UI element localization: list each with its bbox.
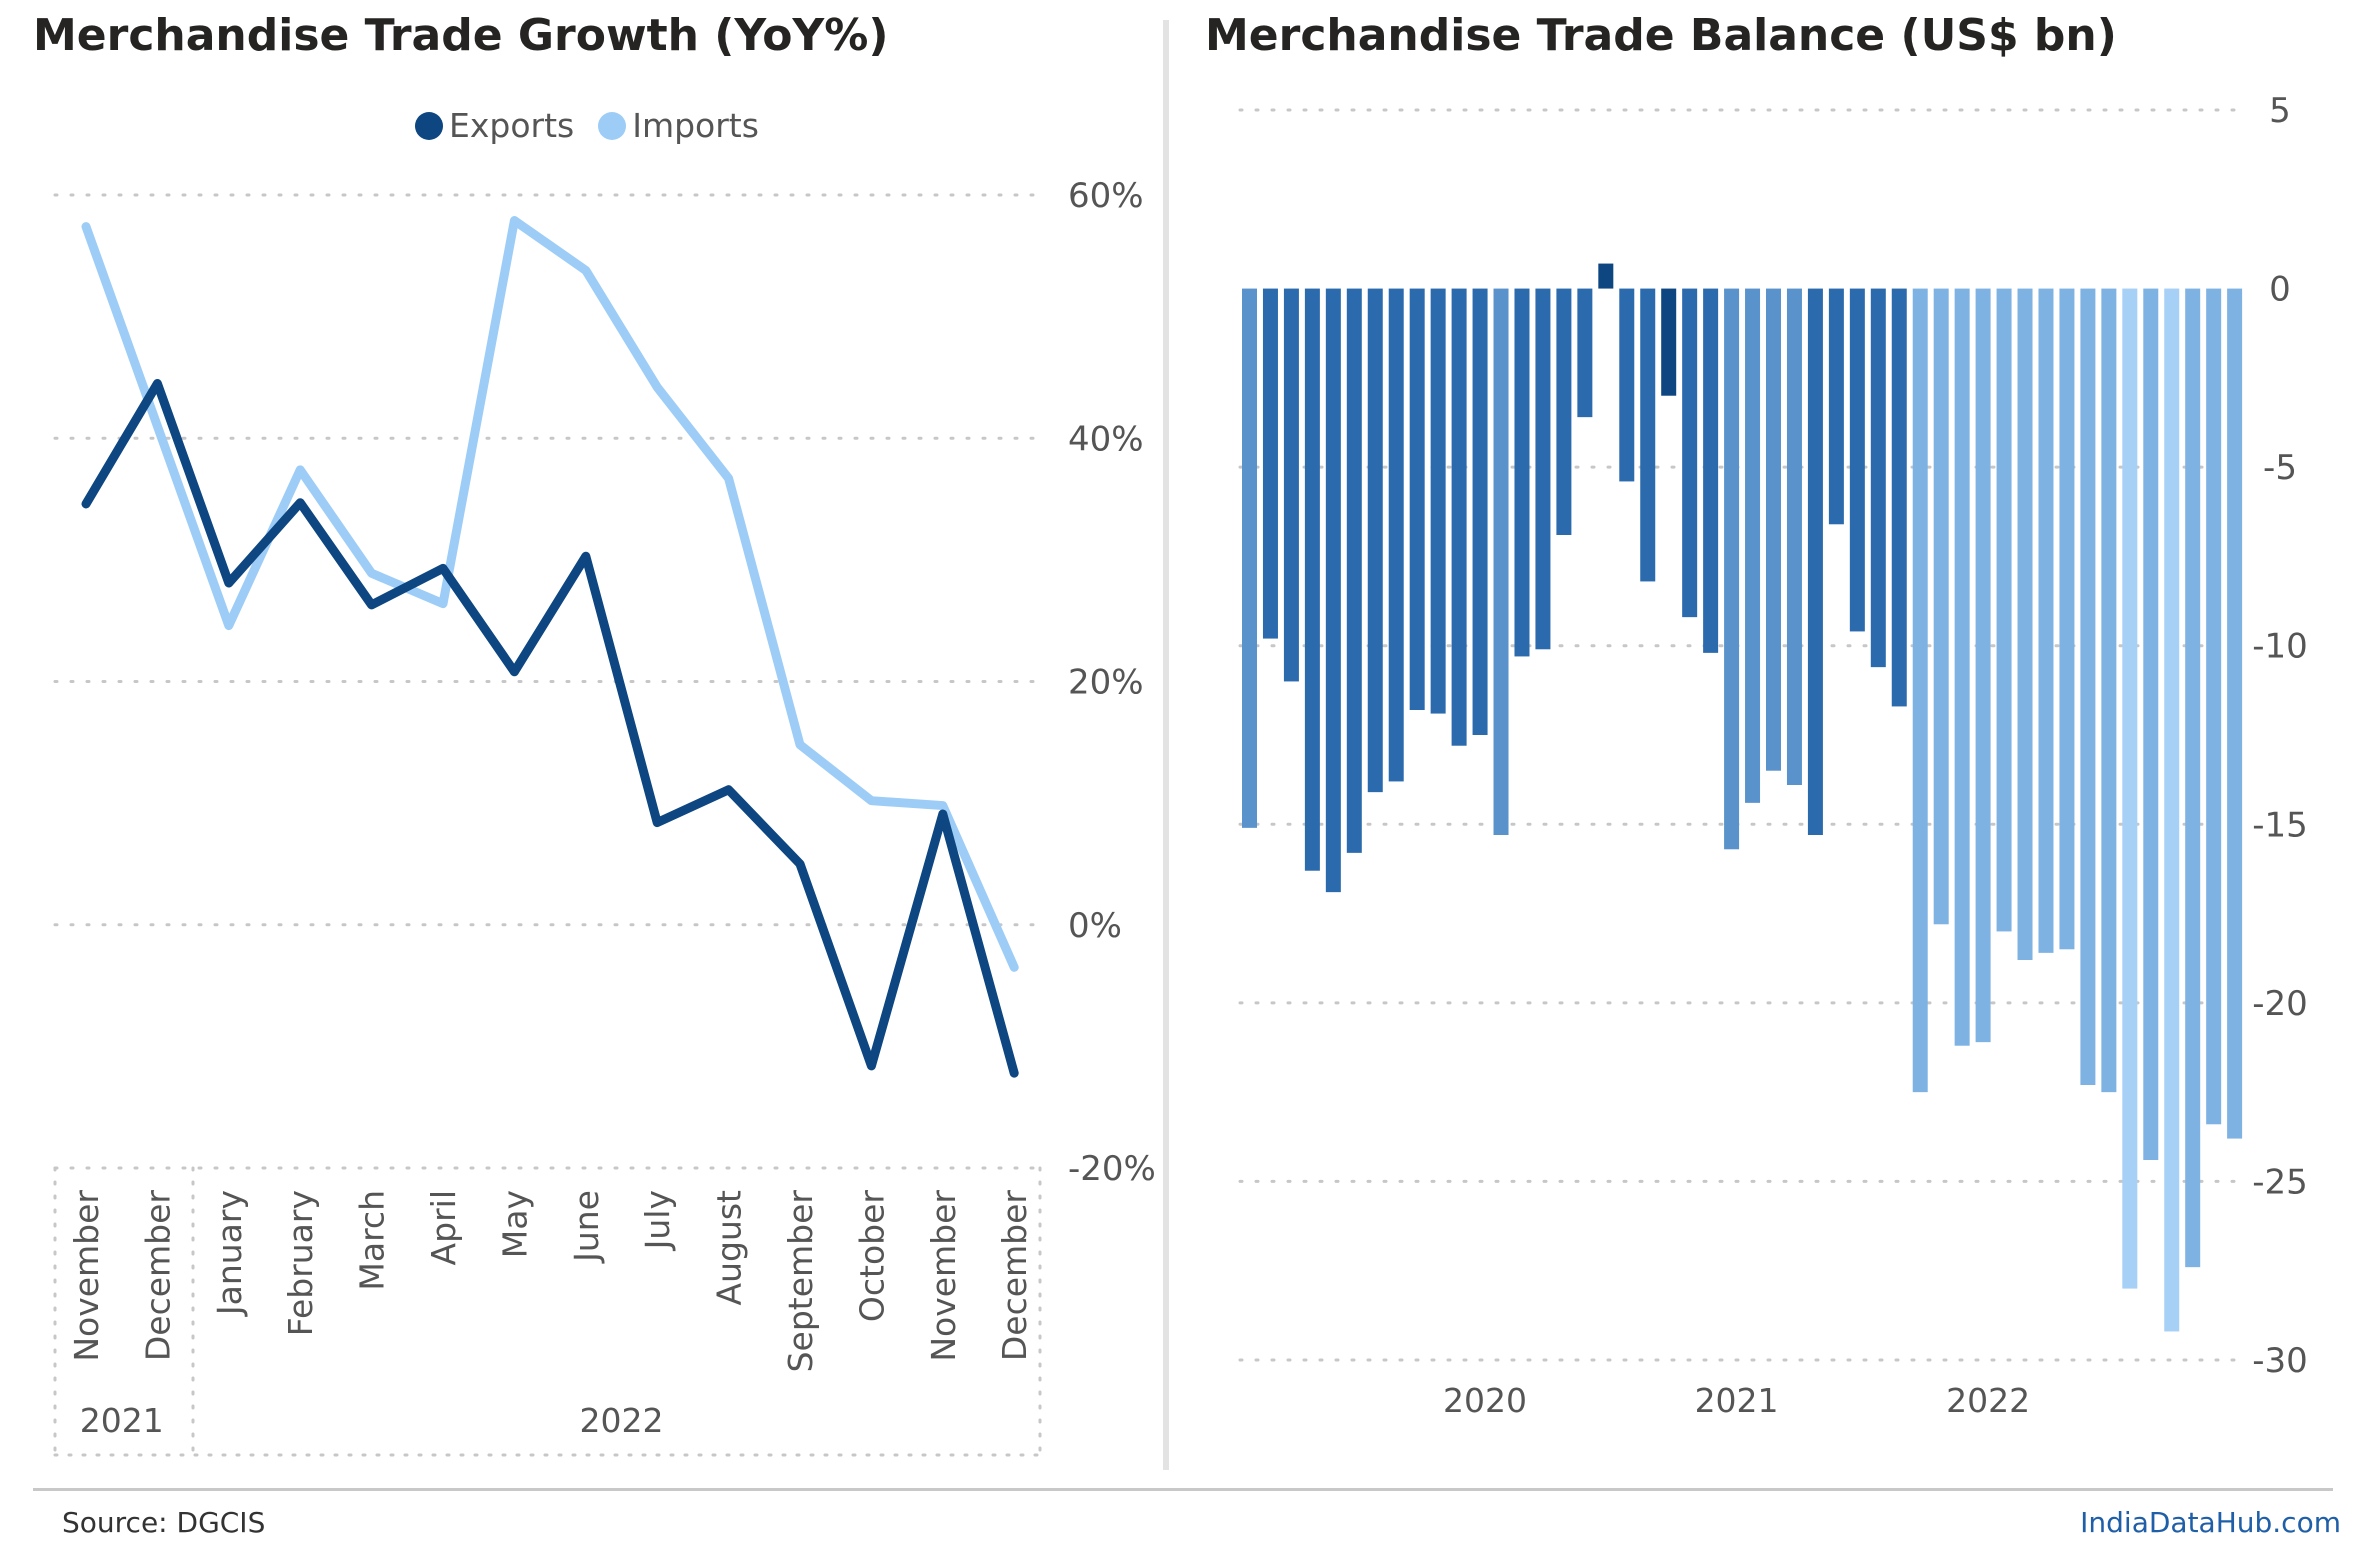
bar (2206, 288, 2222, 1125)
bar (1870, 288, 1886, 668)
series-line-exports (81, 379, 1019, 1078)
y-tick-label: 40% (1068, 419, 1144, 459)
bar (1954, 288, 1970, 1046)
legend-label-imports: Imports (632, 106, 759, 145)
y-tick-label: -20 (2252, 984, 2308, 1024)
footer-divider (33, 1488, 2333, 1491)
bar (1514, 288, 1530, 657)
bar (1304, 288, 1320, 871)
bar (1807, 288, 1823, 836)
bar (2059, 288, 2075, 950)
bar (1242, 288, 1257, 828)
y-tick-label: -30 (2252, 1341, 2308, 1381)
y-tick-label: 0% (1068, 906, 1122, 946)
y-tick-label: -10 (2252, 627, 2308, 667)
x-tick-label: January (210, 1190, 249, 1317)
bar (2185, 288, 2201, 1268)
bar (2227, 288, 2243, 1139)
bar (1891, 288, 1907, 707)
x-tick-label: 2021 (1695, 1381, 1779, 1420)
bar (1556, 288, 1572, 535)
bar (1724, 288, 1740, 850)
bar (1283, 288, 1299, 682)
bar (2143, 288, 2159, 1161)
y-tick-label: 5 (2269, 91, 2291, 131)
legend-dot-imports (598, 111, 627, 140)
bar (1367, 288, 1383, 793)
bar (1933, 288, 1949, 925)
y-tick-label: -5 (2263, 448, 2297, 488)
chart-title-trade-growth: Merchandise Trade Growth (YoY%) (33, 10, 889, 61)
legend-item-exports[interactable]: Exports (415, 106, 574, 145)
bar (1682, 288, 1698, 618)
source-note: Source: DGCIS (62, 1506, 266, 1539)
bar (1325, 288, 1341, 893)
x-tick-label: October (852, 1190, 891, 1322)
x-tick-label: August (710, 1190, 749, 1306)
chart-title-trade-balance: Merchandise Trade Balance (US$ bn) (1205, 10, 2117, 61)
bar (1472, 288, 1488, 735)
bar (1451, 288, 1467, 746)
bar (1388, 288, 1404, 782)
bar (1598, 263, 1614, 289)
legend-dot-exports (415, 111, 443, 140)
bar (1975, 288, 1991, 1043)
legend-label-exports: Exports (449, 106, 575, 145)
x-tick-label: November (924, 1190, 963, 1362)
y-tick-label: 0 (2269, 270, 2291, 310)
bar (1912, 288, 1928, 1093)
bar (1640, 288, 1656, 582)
x-tick-label: December (138, 1190, 177, 1362)
bar (2122, 288, 2138, 1289)
x-tick-label: September (781, 1190, 820, 1373)
year-group-label: 2022 (580, 1401, 664, 1440)
trade-growth-line-chart: 60% 40% 20% 0% -20% November December January Fe… (53, 176, 1156, 1457)
bar (1996, 288, 2012, 932)
x-tick-label: June (567, 1190, 606, 1264)
legend: Exports Imports (415, 106, 773, 145)
bar (1430, 288, 1446, 714)
bar (2080, 288, 2096, 1086)
x-tick-label: May (495, 1190, 534, 1258)
bar (1828, 288, 1844, 525)
x-tick-label: December (995, 1190, 1034, 1362)
bar (2038, 288, 2054, 953)
bar (1703, 288, 1719, 653)
bar (1619, 288, 1635, 482)
year-group-label: 2021 (80, 1401, 164, 1440)
y-tick-label: -25 (2252, 1162, 2308, 1202)
bar (1849, 288, 1865, 632)
y-tick-label: -15 (2252, 805, 2308, 845)
x-tick-label: February (281, 1190, 320, 1336)
y-tick-label: 60% (1068, 176, 1144, 216)
bar (1745, 288, 1761, 803)
bar (1577, 288, 1593, 418)
bar (1786, 288, 1802, 785)
bar (1409, 288, 1425, 710)
x-tick-label: November (67, 1190, 106, 1362)
brand-link[interactable]: IndiaDataHub.com (2080, 1506, 2341, 1539)
bar (1766, 288, 1781, 771)
trade-balance-bar-chart: 5 0 -5 -10 -15 -20 -25 -30 2020 2021 2022 (1238, 91, 2308, 1420)
bar (2101, 288, 2117, 1093)
x-tick-label: 2022 (1946, 1381, 2030, 1420)
y-tick-label: -20% (1068, 1149, 1156, 1189)
x-tick-label: July (638, 1190, 677, 1251)
y-tick-label: 20% (1068, 663, 1144, 703)
bar (1535, 288, 1551, 650)
bar (2017, 288, 2033, 961)
bar (1262, 288, 1278, 639)
panel-divider (1163, 20, 1169, 1470)
x-tick-label: March (353, 1190, 392, 1291)
bar (1493, 288, 1509, 836)
x-tick-label: 2020 (1443, 1381, 1527, 1420)
series-line-imports (81, 216, 1019, 972)
bar (2164, 288, 2180, 1332)
x-tick-label: April (424, 1190, 463, 1265)
bar (1346, 288, 1362, 853)
bar (1661, 288, 1677, 396)
legend-item-imports[interactable]: Imports (598, 106, 759, 145)
